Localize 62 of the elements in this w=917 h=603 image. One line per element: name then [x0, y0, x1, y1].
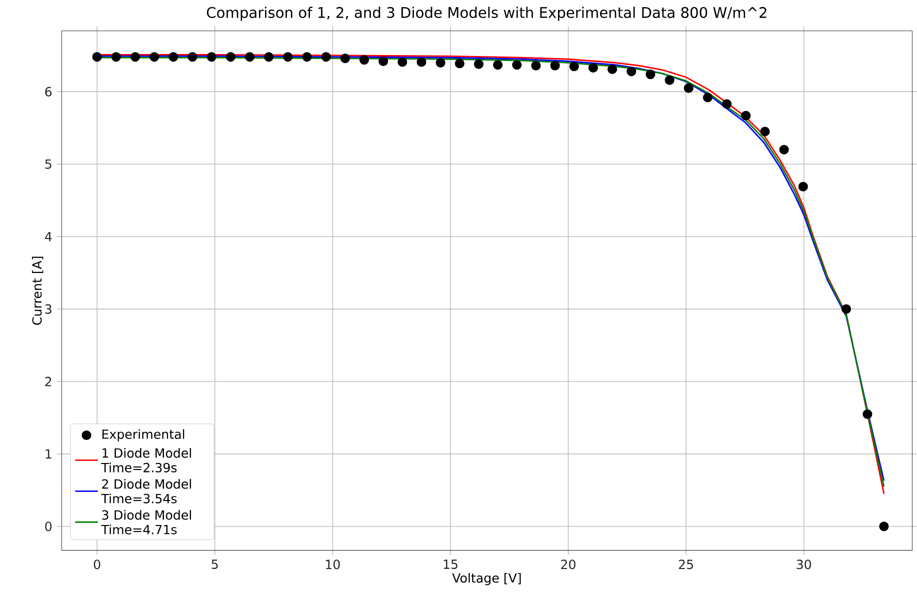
y-tick-label: 2: [45, 376, 52, 386]
point: [798, 182, 808, 192]
legend-label: 1 Diode Model Time=2.39s: [101, 448, 191, 472]
point: [150, 52, 160, 62]
point: [244, 52, 254, 62]
legend-label: 3 Diode Model Time=4.71s: [101, 510, 191, 534]
point: [608, 64, 618, 74]
point: [398, 57, 408, 67]
y-tick-label: 0: [45, 522, 52, 532]
point: [378, 56, 388, 66]
point: [111, 52, 121, 62]
point: [550, 60, 560, 70]
y-tick-label: 4: [44, 232, 52, 242]
point: [130, 52, 140, 62]
x-tick-label: 30: [796, 560, 812, 570]
y-tick-label: 6: [45, 86, 52, 96]
point: [206, 52, 216, 62]
legend-label: Experimental: [102, 429, 184, 442]
point: [741, 110, 751, 120]
point: [702, 92, 712, 102]
x-tick-label: 0: [94, 560, 100, 570]
point: [841, 304, 852, 314]
point: [226, 52, 236, 62]
point: [493, 60, 503, 70]
point: [512, 60, 522, 70]
point: [340, 54, 350, 64]
point: [779, 144, 789, 154]
point: [879, 522, 889, 532]
point: [569, 62, 579, 72]
y-axis-title: Current [A]: [32, 256, 44, 325]
point: [302, 52, 312, 62]
y-tick-label: 1: [46, 449, 52, 459]
point: [283, 52, 293, 62]
point: [474, 59, 484, 69]
point: [359, 55, 369, 65]
point: [92, 52, 102, 62]
point: [416, 57, 426, 67]
legend-label: 2 Diode Model Time=3.54s: [101, 478, 191, 504]
point: [862, 409, 872, 419]
point: [188, 52, 198, 62]
point: [684, 83, 694, 93]
point: [321, 52, 331, 62]
x-tick-label: 20: [561, 560, 576, 570]
point: [722, 99, 732, 109]
point: [264, 52, 274, 62]
point: [626, 66, 636, 76]
x-tick-label: 15: [444, 560, 458, 569]
point: [664, 75, 674, 85]
x-tick-label: 5: [212, 560, 218, 569]
x-tick-label: 25: [678, 560, 693, 570]
point: [531, 60, 541, 70]
y-tick-label: 5: [45, 159, 52, 169]
chart-title: Comparison of 1, 2, and 3 Diode Models with Experimental Data 800 W/m^2: [206, 6, 766, 21]
point: [436, 58, 446, 68]
x-axis-title: Voltage [V]: [452, 572, 521, 586]
point: [454, 58, 464, 68]
x-tick-label: 10: [326, 560, 340, 570]
point: [646, 70, 656, 80]
y-tick-label: 3: [45, 304, 52, 314]
point: [588, 63, 598, 73]
point: [168, 52, 178, 62]
point: [760, 126, 770, 136]
